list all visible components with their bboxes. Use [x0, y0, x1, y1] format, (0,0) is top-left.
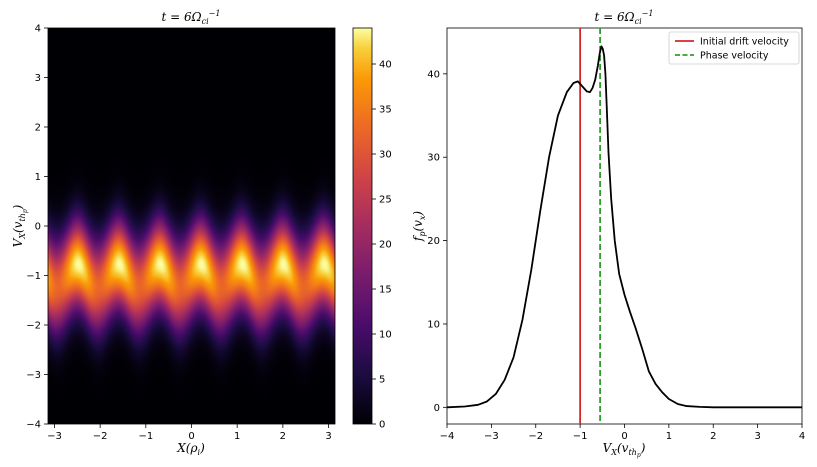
heatmap-y-tick-label: −1: [26, 271, 41, 282]
heatmap-x-tick-label: −1: [138, 431, 153, 442]
colorbar-tick-label: 15: [379, 285, 392, 296]
line-plot-y-tick-label: 0: [434, 403, 440, 414]
line-plot-x-label: VX(vthp): [603, 441, 646, 459]
colorbar-gradient: [352, 27, 373, 425]
heatmap-y-tick-label: −3: [26, 370, 41, 381]
colorbar-tick-label: 40: [379, 60, 392, 71]
legend-label-initial-drift: Initial drift velocity: [700, 37, 789, 48]
line-plot-x-tick-label: −1: [573, 431, 588, 442]
line-plot-title: t = 6Ωci−1: [595, 9, 654, 26]
line-plot-x-tick-label: 0: [621, 431, 627, 442]
line-plot-x-tick-label: 1: [666, 431, 672, 442]
heatmap-y-ticks: −4 −3 −2 −1 0 1 2 3 4: [26, 24, 48, 431]
heatmap-x-tick-label: 3: [325, 431, 331, 442]
heatmap-y-tick-label: 2: [35, 123, 41, 134]
distribution-curve: [446, 45, 802, 409]
line-plot-panel: t = 6Ωci−1 −4 −3 −2 −1 0 1 2 3 4 0 10 20 30 40 VX(vt…: [411, 9, 805, 459]
colorbar-tick-label: 25: [379, 195, 392, 206]
colorbar-tick-label: 10: [379, 330, 392, 341]
heatmap-x-tick-label: 0: [188, 431, 194, 442]
heatmap-x-tick-label: 2: [280, 431, 286, 442]
heatmap-y-label: VX(vthp): [11, 204, 29, 247]
heatmap-y-tick-label: 0: [35, 222, 41, 233]
line-plot-y-label: fp(vx): [411, 211, 427, 243]
legend-label-phase-velocity: Phase velocity: [700, 51, 769, 62]
legend-box: [668, 31, 800, 65]
line-plot-x-tick-label: 4: [799, 431, 805, 442]
colorbar-tick-label: 35: [379, 105, 392, 116]
line-plot-y-tick-label: 20: [427, 236, 440, 247]
heatmap-image: [48, 28, 335, 424]
line-plot-x-tick-label: 2: [710, 431, 716, 442]
heatmap-x-tick-label: 1: [234, 431, 240, 442]
line-plot-y-ticks: 0 10 20 30 40: [427, 69, 447, 414]
heatmap-panel: t = 6Ωci−1 −3 −2 −1 0 1 2 3 −4 −3 −2 −1 0 1 2 3 4 X(ρi…: [11, 9, 336, 457]
heatmap-y-tick-label: 4: [35, 24, 41, 35]
line-plot-vlines: [579, 28, 601, 424]
line-plot-x-tick-label: −2: [528, 431, 543, 442]
heatmap-x-label: X(ρi): [176, 441, 205, 457]
heatmap-x-tick-label: −2: [93, 431, 108, 442]
colorbar-tick-label: 20: [379, 240, 392, 251]
heatmap-title: t = 6Ωci−1: [162, 9, 221, 26]
heatmap-y-tick-label: 1: [35, 172, 41, 183]
colorbar-tick-label: 0: [379, 420, 385, 431]
heatmap-x-tick-label: −3: [47, 431, 62, 442]
legend: Initial drift velocity Phase velocity: [668, 31, 800, 65]
colorbar-ticks: 0 5 10 15 20 25 30 35 40: [372, 60, 392, 431]
line-plot-y-tick-label: 40: [427, 69, 440, 80]
line-plot-x-tick-label: −4: [440, 431, 455, 442]
line-plot-frame: [446, 27, 803, 425]
heatmap-y-tick-label: 3: [35, 73, 41, 84]
colorbar-tick-label: 5: [379, 375, 385, 386]
heatmap-x-ticks: −3 −2 −1 0 1 2 3: [47, 424, 332, 442]
heatmap-image-holder: [48, 28, 335, 424]
line-plot-y-tick-label: 30: [427, 153, 440, 164]
heatmap-y-tick-label: −2: [26, 321, 41, 332]
line-plot-x-tick-label: 3: [754, 431, 760, 442]
line-plot-x-ticks: −4 −3 −2 −1 0 1 2 3 4: [440, 424, 805, 442]
colorbar: 0 5 10 15 20 25 30 35 40: [352, 27, 392, 431]
heatmap-y-tick-label: −4: [26, 420, 41, 431]
line-plot-x-tick-label: −3: [484, 431, 499, 442]
colorbar-tick-label: 30: [379, 150, 392, 161]
line-plot-y-tick-label: 10: [427, 319, 440, 330]
